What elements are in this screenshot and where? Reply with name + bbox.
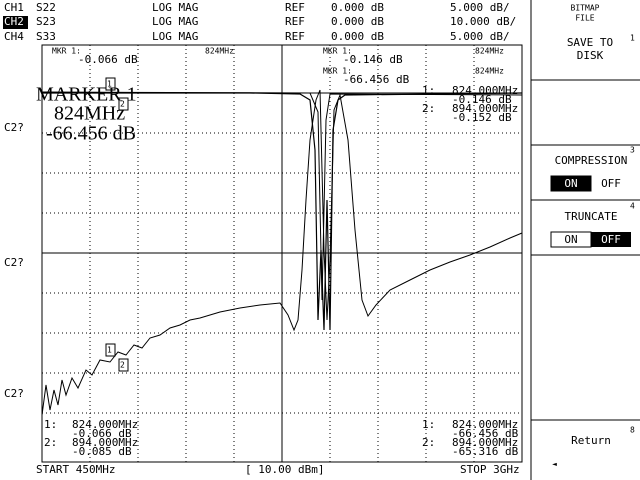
softkey[interactable]: DISK bbox=[577, 49, 604, 62]
big-marker-freq: 824MHz bbox=[54, 103, 125, 125]
scale: 5.000 dB/ bbox=[450, 1, 510, 14]
softkey[interactable]: SAVE TO bbox=[567, 36, 613, 49]
list-freq: 894.000MHz bbox=[72, 436, 138, 449]
list-index: 1: bbox=[422, 84, 435, 97]
toggle-on: ON bbox=[564, 233, 577, 246]
list-index: 2: bbox=[44, 436, 57, 449]
marker-value: -0.146 dB bbox=[343, 53, 403, 66]
list-value: -0.066 dB bbox=[72, 427, 132, 440]
format: LOG MAG bbox=[152, 1, 198, 14]
list-freq: 894.000MHz bbox=[452, 102, 518, 115]
list-index: 1: bbox=[44, 418, 57, 431]
ref-value: 0.000 dB bbox=[331, 15, 384, 28]
softkey-num: 4 bbox=[630, 202, 635, 211]
channel: CH4 bbox=[4, 30, 24, 43]
marker-box bbox=[118, 358, 129, 372]
list-index: 1: bbox=[422, 418, 435, 431]
start-freq: START 450MHz bbox=[36, 463, 115, 476]
parameter: S22 bbox=[36, 1, 56, 14]
format: LOG MAG bbox=[152, 15, 198, 28]
softkey[interactable]: TRUNCATE bbox=[565, 210, 618, 223]
format: LOG MAG bbox=[152, 30, 198, 43]
marker-box bbox=[105, 343, 116, 357]
marker-label: MKR 1: bbox=[323, 47, 352, 56]
list-freq: 824.000MHz bbox=[452, 84, 518, 97]
list-value: -65.316 dB bbox=[452, 445, 519, 458]
marker-tag: 2 bbox=[120, 100, 125, 109]
parameter: S23 bbox=[36, 15, 56, 28]
marker-tag: 2 bbox=[120, 361, 125, 370]
marker-label: MKR 1: bbox=[323, 67, 352, 76]
list-freq: 894.000MHz bbox=[452, 436, 518, 449]
list-index: 2: bbox=[422, 102, 435, 115]
stop-freq: STOP 3GHz bbox=[460, 463, 520, 476]
trace-label: C2? bbox=[4, 121, 24, 134]
ref-label: REF bbox=[285, 30, 305, 43]
softkey-num: 8 bbox=[630, 426, 635, 435]
toggle-on: ON bbox=[564, 177, 577, 190]
marker-tag: 1 bbox=[107, 346, 112, 355]
list-index: 2: bbox=[422, 436, 435, 449]
ref-label: REF bbox=[285, 15, 305, 28]
marker-freq: 824MHz bbox=[475, 67, 504, 76]
power: [ 10.00 dBm] bbox=[245, 463, 324, 476]
ref-value: 0.000 dB bbox=[331, 30, 384, 43]
marker-freq: 824MHz bbox=[205, 47, 234, 56]
softkey[interactable]: Return bbox=[571, 434, 611, 447]
softkey[interactable]: COMPRESSION bbox=[555, 154, 628, 167]
list-value: -0.152 dB bbox=[452, 111, 512, 124]
list-value: -0.085 dB bbox=[72, 445, 132, 458]
ref-label: REF bbox=[285, 1, 305, 14]
marker-value: -0.066 dB bbox=[78, 53, 138, 66]
ref-value: 0.000 dB bbox=[331, 1, 384, 14]
toggle-off: OFF bbox=[601, 177, 621, 190]
marker-value: -66.456 dB bbox=[343, 73, 410, 86]
trace-label: C2? bbox=[4, 256, 24, 269]
marker-tag: 1 bbox=[107, 80, 112, 89]
marker-box bbox=[118, 97, 129, 111]
channel: CH2 bbox=[4, 15, 24, 28]
list-freq: 824.000MHz bbox=[452, 418, 518, 431]
big-marker-title: MARKER 1 bbox=[36, 84, 137, 106]
channel: CH1 bbox=[4, 1, 24, 14]
marker-freq: 824MHz bbox=[475, 47, 504, 56]
toggle-off: OFF bbox=[601, 233, 621, 246]
softkey-num: 1 bbox=[630, 34, 635, 43]
scale: 5.000 dB/ bbox=[450, 30, 510, 43]
arrow: ◄ bbox=[552, 460, 557, 469]
big-marker-value: -66.456 dB bbox=[46, 123, 136, 145]
list-value: -0.146 dB bbox=[452, 93, 512, 106]
softkey-title: FILE bbox=[575, 14, 594, 23]
marker-label: MKR 1: bbox=[52, 47, 81, 56]
list-value: -66.456 dB bbox=[452, 427, 519, 440]
softkey-title: BITMAP bbox=[571, 4, 600, 13]
list-freq: 824.000MHz bbox=[72, 418, 138, 431]
trace-label: C2? bbox=[4, 387, 24, 400]
softkey-num: 3 bbox=[630, 146, 635, 155]
marker-box bbox=[105, 77, 116, 91]
scale: 10.000 dB/ bbox=[450, 15, 516, 28]
parameter: S33 bbox=[36, 30, 56, 43]
